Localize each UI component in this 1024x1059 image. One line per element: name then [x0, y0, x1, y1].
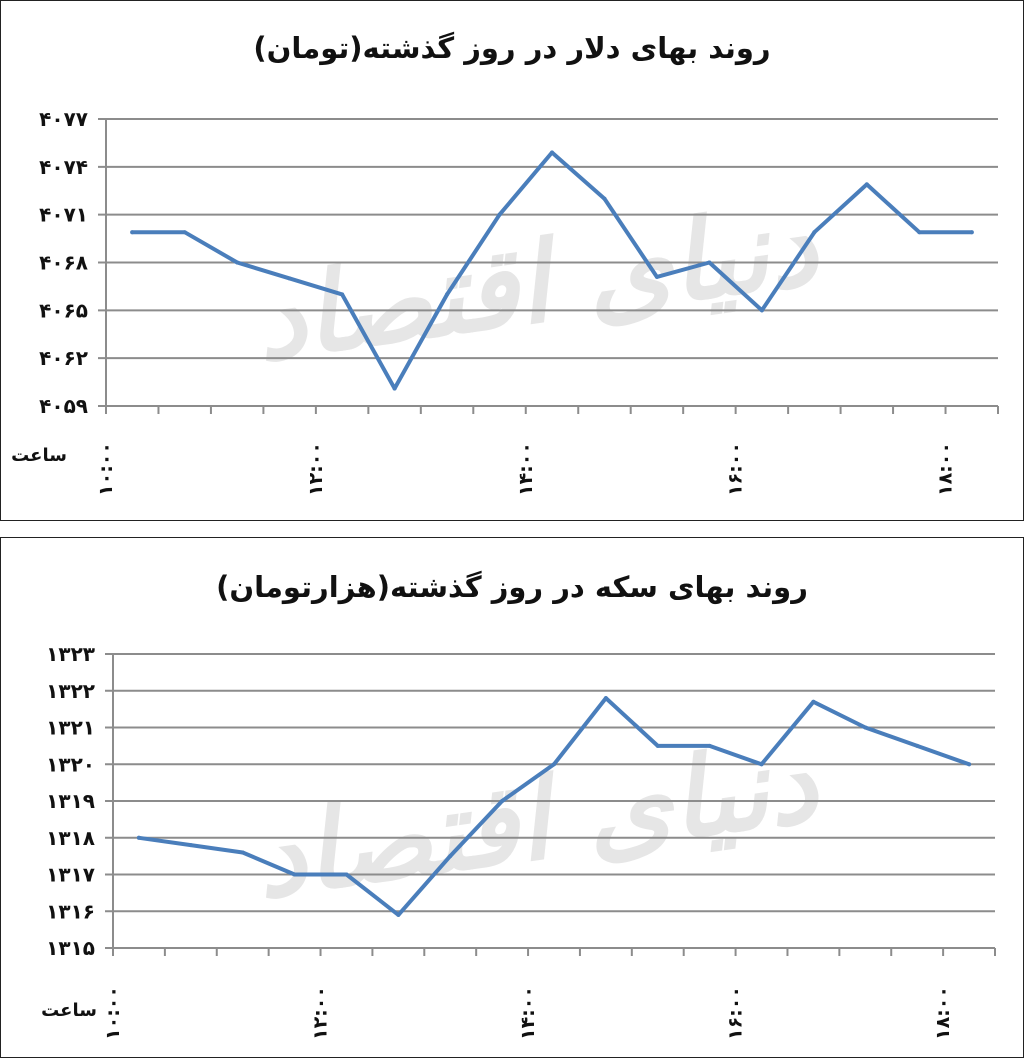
x-tick-label: ۱۰:۰۰ [95, 442, 117, 496]
y-tick-label: ۴۰۶۸ [39, 251, 88, 275]
data-point [235, 260, 240, 265]
watermark-text: دنیای اقتصاد [247, 180, 826, 386]
data-point [552, 762, 556, 767]
dollar-chart-title: روند بهای دلار در روز گذشته(تومان) [253, 31, 771, 65]
data-point [287, 276, 292, 281]
x-tick-label: ۱۶:۰۰ [725, 986, 747, 1040]
y-tick-label: ۴۰۶۵ [39, 298, 88, 322]
data-point [188, 843, 193, 848]
coin-chart-title: روند بهای سکه در روز گذشته(هزارتومان) [216, 570, 808, 604]
y-tick-label: ۱۳۲۰ [46, 752, 95, 776]
data-point [917, 230, 922, 235]
x-tick-label: ۱۴:۰۰ [515, 442, 537, 496]
y-tick-label: ۱۳۱۷ [46, 863, 95, 887]
data-point [292, 872, 297, 877]
data-point [340, 292, 345, 297]
y-tick-label: ۴۰۷۴ [39, 155, 88, 179]
data-point [603, 696, 608, 701]
x-tick-label: ۱۴:۰۰ [517, 986, 539, 1040]
data-point [759, 308, 764, 313]
y-tick-label: ۱۳۱۵ [46, 936, 95, 960]
data-point [915, 743, 920, 748]
dollar-line-chart: دنیای اقتصاد ۴۰۵۹ ۴۰۶۲ ۴۰۶۵ ۴۰۶۸ ۴۰۷۱ ۴۰۷۴ ۴۰۷۷… [11, 107, 999, 496]
data-point [864, 182, 869, 187]
data-point [759, 762, 764, 767]
y-tick-label: ۴۰۵۹ [39, 394, 88, 418]
coin-chart-panel: روند بهای سکه در روز گذشته(هزارتومان) دن… [0, 537, 1024, 1058]
data-point [811, 699, 816, 704]
data-point [500, 799, 505, 803]
data-point [445, 292, 450, 297]
data-point [812, 230, 817, 235]
y-tick-label: ۴۰۷۷ [39, 107, 88, 131]
data-point [863, 725, 868, 730]
data-point [136, 835, 141, 840]
data-point [655, 743, 660, 748]
x-tick-label: ۱۲:۰۰ [305, 442, 327, 496]
y-tick-label: ۴۰۶۲ [39, 346, 88, 370]
x-axis-label: ساعت [11, 445, 67, 466]
data-point [240, 850, 245, 855]
x-axis-label: ساعت [41, 1000, 97, 1021]
data-point [182, 230, 187, 235]
data-point [497, 212, 502, 217]
x-tick-label: ۱۸:۰۰ [935, 442, 957, 496]
y-tick-label: ۴۰۷۱ [39, 203, 88, 227]
data-point [396, 912, 401, 917]
x-tick-label: ۱۲:۰۰ [310, 986, 332, 1040]
data-point [967, 762, 972, 767]
data-point [602, 196, 607, 201]
data-point [392, 386, 397, 391]
x-tick-label: ۱۶:۰۰ [725, 442, 747, 496]
y-tick-label: ۱۳۱۸ [46, 826, 95, 850]
coin-line-chart: دنیای اقتصاد ۱۳۱۵ ۱۳۱۶ ۱۳۱۷ ۱۳۱۸ ۱۳۱۹ ۱۳۲۰ ۱۳۲۱… [41, 642, 996, 1040]
y-tick-label: ۱۳۱۹ [46, 789, 95, 813]
data-point [550, 150, 554, 155]
y-tick-label: ۱۳۲۲ [46, 679, 95, 703]
y-tick-label: ۱۳۱۶ [46, 899, 95, 923]
y-tick-label: ۱۳۲۱ [46, 716, 95, 740]
dollar-chart-panel: روند بهای دلار در روز گذشته(تومان) دنیای… [0, 0, 1024, 521]
data-point [707, 260, 712, 265]
x-tick-label: ۱۰:۰۰ [102, 986, 124, 1040]
data-point [969, 230, 974, 235]
data-point [654, 274, 659, 279]
watermark-text: دنیای اقتصاد [247, 717, 826, 923]
data-point [344, 872, 349, 877]
y-tick-label: ۱۳۲۳ [46, 642, 95, 666]
data-point [448, 854, 453, 859]
x-tick-label: ۱۸:۰۰ [932, 986, 954, 1040]
data-point [130, 230, 135, 235]
data-point [707, 743, 712, 748]
